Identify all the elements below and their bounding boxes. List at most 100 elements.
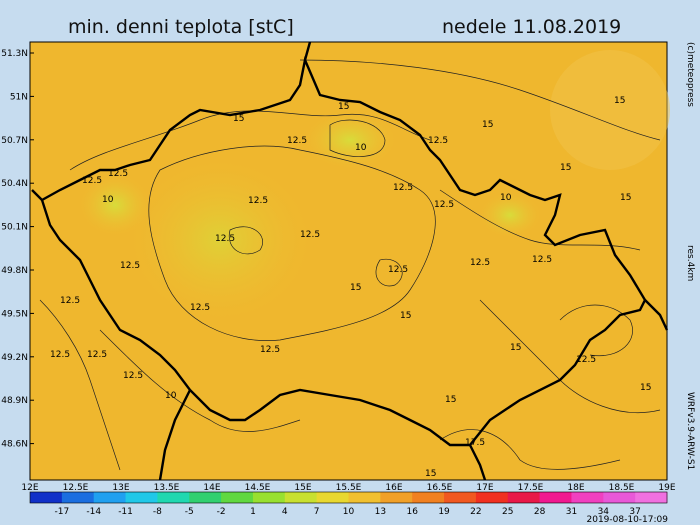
contour-label: 12.5 xyxy=(108,169,128,179)
other-border xyxy=(303,41,312,61)
contour-label: 12.5 xyxy=(300,230,320,240)
contour-label: 12.5 xyxy=(87,350,107,360)
latitude-label: 48.9N xyxy=(1,396,28,406)
longitude-label: 14E xyxy=(203,483,220,493)
cool-patch xyxy=(130,160,310,320)
latitude-label: 51N xyxy=(10,92,28,102)
contour-label: 12.5 xyxy=(123,371,143,381)
longitude-label: 14.5E xyxy=(245,483,271,493)
colorbar-label: -8 xyxy=(153,507,162,517)
contour-label: 15 xyxy=(560,163,571,173)
date: nedele 11.08.2019 xyxy=(442,16,621,38)
contour-label: 15 xyxy=(338,102,349,112)
colorbar-swatch xyxy=(189,492,222,503)
model: WRFv3.9-ARW-S1 xyxy=(685,392,695,470)
contour-label: 12.5 xyxy=(532,255,552,265)
contour-label: 15 xyxy=(233,114,244,124)
colorbar-label: 37 xyxy=(629,507,640,517)
contour-label: 12.5 xyxy=(50,350,70,360)
longitude-label: 16E xyxy=(385,483,402,493)
colorbar-label: 4 xyxy=(282,507,288,517)
contour-label: 15 xyxy=(510,343,521,353)
resolution: res.4km xyxy=(685,245,695,281)
contour-label: 12.5 xyxy=(388,265,408,275)
colorbar-label: 13 xyxy=(375,507,386,517)
contour-label: 15 xyxy=(482,120,493,130)
colorbar-label: 28 xyxy=(534,507,546,517)
colorbar-label: -2 xyxy=(217,507,226,517)
colorbar-swatch xyxy=(30,492,63,503)
colorbar-swatch xyxy=(507,492,541,503)
longitude-label: 15E xyxy=(294,483,311,493)
longitude-label: 16.5E xyxy=(427,483,453,493)
contour-label: 12.5 xyxy=(434,200,454,210)
contour-label: 15 xyxy=(425,469,436,479)
longitude-label: 19E xyxy=(658,483,675,493)
colorbar-label: 10 xyxy=(343,507,355,517)
longitude-label: 17.5E xyxy=(518,483,544,493)
longitude-label: 13.5E xyxy=(154,483,180,493)
cool-patch xyxy=(480,193,540,237)
longitude-label: 18.5E xyxy=(609,483,635,493)
contour-label: 12.5 xyxy=(190,303,210,313)
colorbar-swatch xyxy=(61,492,95,503)
colorbar-label: 31 xyxy=(566,507,577,517)
colorbar-swatch xyxy=(635,492,668,503)
colorbar-swatch xyxy=(93,492,127,503)
longitude-label: 18E xyxy=(567,483,584,493)
colorbar-label: 1 xyxy=(250,507,256,517)
contour-label: 12.5 xyxy=(428,136,448,146)
borders xyxy=(31,41,669,481)
colorbar-swatch xyxy=(284,492,318,503)
latitude-label: 49.8N xyxy=(1,266,28,276)
colorbar-swatch xyxy=(221,492,254,503)
longitude-label: 13E xyxy=(112,483,129,493)
contour-label: 15 xyxy=(445,395,456,405)
colorbar-frame xyxy=(29,491,668,504)
colorbar-swatch xyxy=(316,492,349,503)
latitude-label: 49.5N xyxy=(1,309,28,319)
latitude-labels: 51.3N 51N 50.7N 50.4N 50.1N 49.8N 49.5N 49.2N 48… xyxy=(1,49,34,450)
czech-border xyxy=(40,55,647,447)
colorbar-swatch xyxy=(603,492,636,503)
colorbar-swatch xyxy=(475,492,509,503)
latitude-label: 50.4N xyxy=(1,179,28,189)
colorbar-swatch xyxy=(571,492,604,503)
contour-label: 12.5 xyxy=(120,261,140,271)
colorbar-label: 34 xyxy=(598,507,610,517)
title: min. denni teplota [stC] xyxy=(68,16,294,38)
longitude-label: 17E xyxy=(476,483,493,493)
other-border xyxy=(31,189,43,201)
cool-patch xyxy=(305,112,395,168)
contour-label: 10 xyxy=(355,143,367,153)
contour-label: 12.5 xyxy=(82,176,102,186)
other-border xyxy=(158,389,192,481)
contour-label: 12.5 xyxy=(393,183,413,193)
colorbar-label: -17 xyxy=(54,507,69,517)
latitude-label: 50.1N xyxy=(1,223,28,233)
contour-label: 15 xyxy=(400,311,411,321)
cool-patch xyxy=(80,175,150,235)
contour-label: 15 xyxy=(614,96,625,106)
longitude-label: 12.5E xyxy=(63,483,89,493)
other-border xyxy=(468,444,487,481)
timestamp: 2019-08-10-17:09 xyxy=(587,515,669,525)
contour-label: 12.5 xyxy=(287,136,307,146)
colorbar-label: 25 xyxy=(502,507,513,517)
contour-label: 12.5 xyxy=(576,355,596,365)
colorbar: -17 -14 -11 -8 -5 -2 1 4 7 10 13 16 19 22 25 28 31 34 37 xyxy=(29,491,668,517)
colorbar-swatch xyxy=(348,492,381,503)
longitude-labels: 12E 12.5E 13E 13.5E 14E 14.5E 15E 15.5E 16E 16.5E… xyxy=(21,483,675,493)
colorbar-label: 7 xyxy=(314,507,320,517)
contour-label: 12.5 xyxy=(60,296,80,306)
colorbar-label: 16 xyxy=(406,507,418,517)
latitude-label: 49.2N xyxy=(1,353,28,363)
colorbar-label: -11 xyxy=(118,507,133,517)
contour-label: 15 xyxy=(350,283,361,293)
contour-label: 12.5 xyxy=(215,234,235,244)
colorbar-swatch xyxy=(380,492,413,503)
other-border xyxy=(644,299,669,331)
